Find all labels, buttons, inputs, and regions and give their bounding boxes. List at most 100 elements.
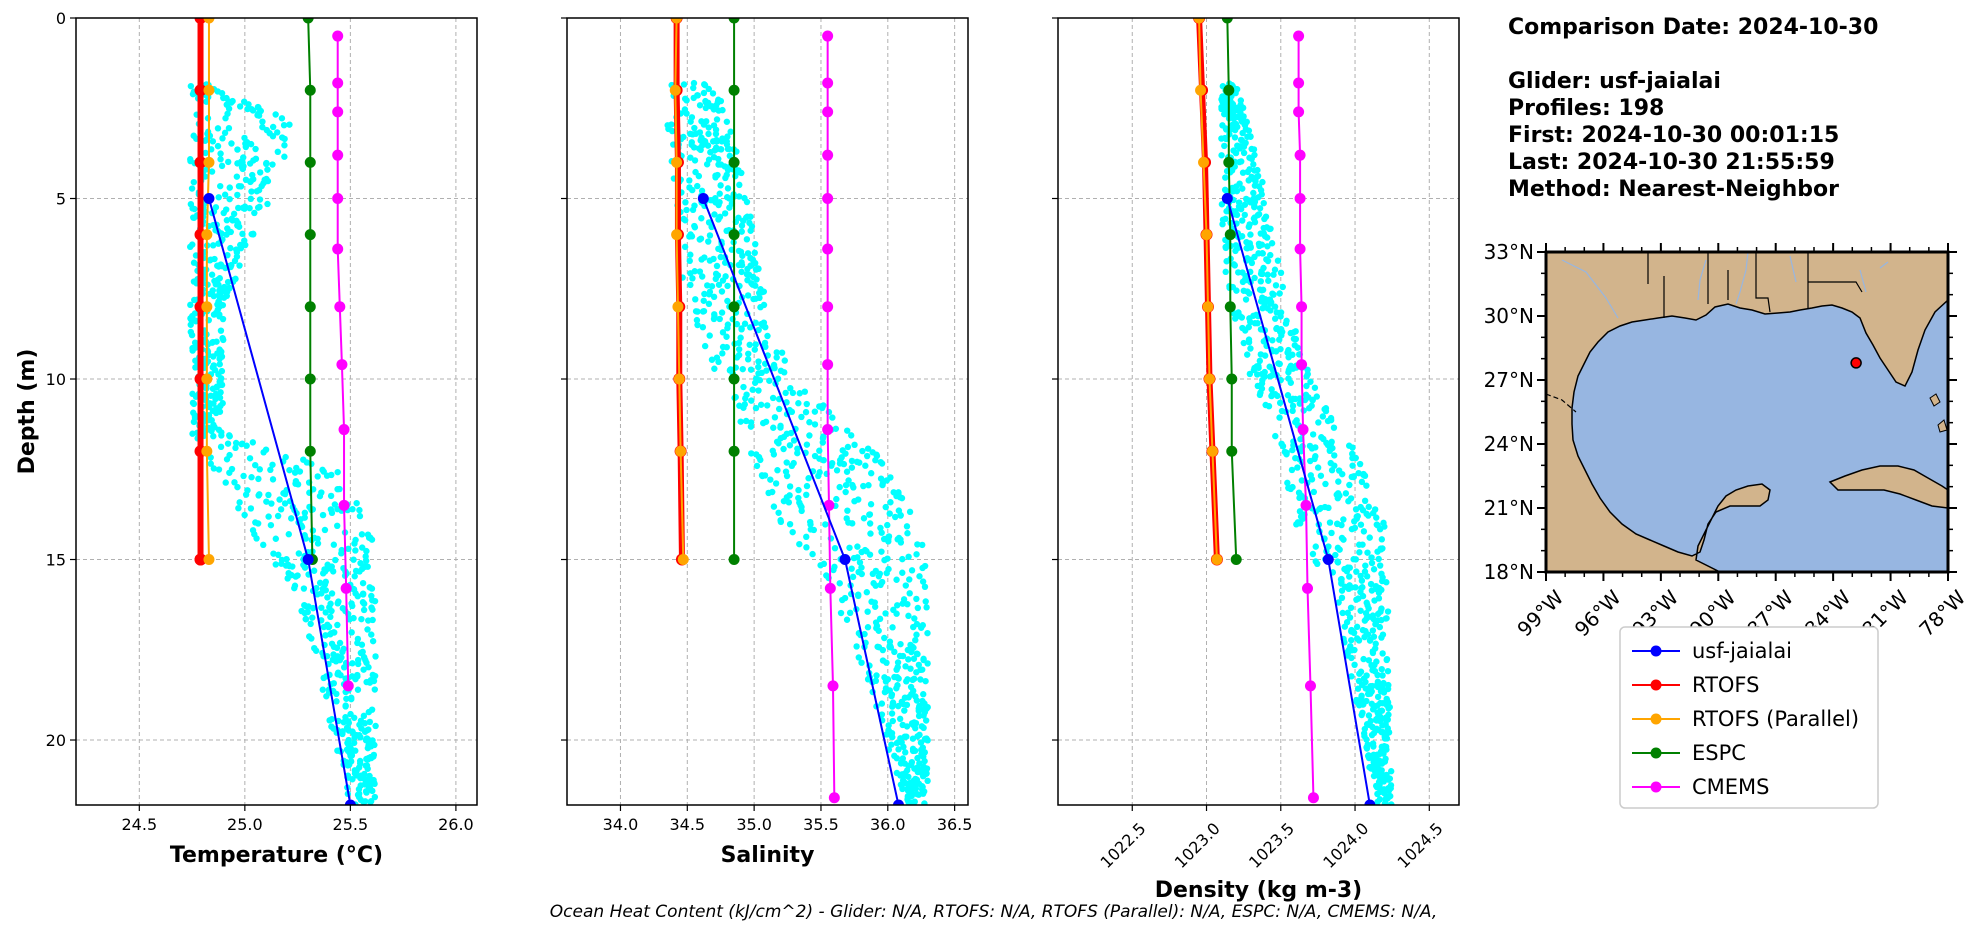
glider-scatter-point: [903, 523, 911, 530]
glider-scatter-point: [1377, 608, 1384, 615]
glider-scatter-point: [1366, 764, 1373, 771]
glider-scatter-point: [1244, 245, 1251, 252]
series-point-rtofs-parallel: [1206, 445, 1218, 457]
glider-scatter-point: [327, 506, 335, 513]
glider-scatter-point: [1245, 127, 1253, 134]
glider-scatter-point: [1379, 685, 1386, 693]
glider-scatter-point: [253, 535, 260, 542]
glider-scatter-point: [690, 79, 698, 87]
glider-scatter-point: [1362, 562, 1369, 569]
glider-scatter-point: [924, 704, 931, 711]
glider-scatter-point: [713, 116, 721, 123]
series-line-espc: [307, 18, 314, 560]
glider-scatter-point: [1346, 481, 1353, 489]
glider-scatter-point: [1358, 711, 1365, 719]
first-time: First: 2024-10-30 00:01:15: [1508, 123, 1840, 148]
glider-scatter-point: [1222, 243, 1229, 251]
glider-scatter-point: [1228, 125, 1236, 133]
glider-scatter-point: [346, 745, 353, 752]
glider-scatter-point: [905, 773, 912, 780]
glider-scatter-point: [1365, 512, 1372, 519]
glider-scatter-point: [752, 240, 759, 248]
glider-scatter-point: [795, 486, 802, 494]
glider-scatter-point: [755, 289, 763, 297]
glider-scatter-point: [691, 268, 698, 275]
glider-scatter-point: [1310, 488, 1318, 496]
glider-scatter-point: [1379, 672, 1386, 679]
y-axis-label: Depth (m): [15, 349, 40, 475]
glider-scatter-point: [361, 720, 369, 727]
y-tick-label: 0: [56, 9, 66, 28]
glider-scatter-point: [1366, 637, 1374, 644]
glider-scatter-point: [803, 482, 811, 490]
series-point-rtofs: [194, 156, 207, 169]
glider-scatter-point: [263, 498, 270, 505]
glider-scatter-point: [889, 703, 896, 710]
legend-label: RTOFS (Parallel): [1692, 707, 1859, 731]
glider-scatter-point: [756, 294, 763, 302]
glider-scatter-point: [358, 641, 366, 648]
glider-scatter-point: [326, 604, 333, 611]
glider-scatter-point: [690, 84, 697, 92]
glider-scatter-point: [264, 200, 271, 208]
glider-scatter-point: [904, 530, 911, 537]
glider-scatter-point: [691, 202, 698, 209]
glider-scatter-point: [708, 283, 716, 290]
glider-scatter-point: [1307, 457, 1314, 465]
glider-scatter-point: [866, 511, 873, 518]
glider-scatter-point: [228, 140, 235, 147]
glider-scatter-point: [900, 596, 908, 603]
glider-scatter-point: [782, 389, 789, 397]
glider-scatter-point: [189, 399, 197, 407]
glider-scatter-point: [318, 590, 325, 597]
glider-scatter-point: [735, 247, 743, 255]
glider-scatter-point: [1284, 349, 1291, 356]
glider-scatter-point: [237, 183, 245, 190]
glider-scatter-point: [918, 750, 925, 758]
glider-scatter-point: [805, 475, 812, 482]
series-point-espc: [728, 84, 740, 96]
x-tick-label: 35.0: [736, 815, 772, 834]
glider-scatter-point: [1342, 490, 1350, 497]
glider-scatter-point: [704, 282, 711, 289]
glider-scatter-point: [1339, 609, 1346, 617]
series-point-cmems: [1307, 792, 1319, 804]
glider-scatter-point: [1259, 286, 1267, 294]
glider-scatter-point: [343, 724, 351, 731]
glider-scatter-point: [885, 727, 892, 734]
glider-scatter-point: [769, 488, 776, 496]
glider-scatter-point: [1239, 217, 1246, 224]
glider-scatter-point: [241, 134, 248, 142]
glider-scatter-point: [330, 680, 337, 687]
glider-scatter-point: [1259, 376, 1266, 384]
glider-scatter-point: [1231, 134, 1239, 141]
series-point-espc: [302, 18, 314, 24]
glider-scatter-point: [226, 184, 233, 191]
glider-scatter-point: [369, 616, 376, 624]
glider-scatter-point: [187, 321, 194, 328]
glider-scatter-point: [1235, 199, 1243, 206]
glider-scatter-point: [208, 168, 216, 175]
glider-scatter-point: [1235, 107, 1242, 114]
glider-scatter-point: [272, 535, 280, 542]
glider-scatter-point: [789, 528, 796, 536]
map-lon-label: 99°W: [1512, 585, 1568, 641]
legend-marker: [1650, 747, 1662, 759]
glider-scatter-point: [724, 282, 731, 290]
glider-scatter-point: [259, 118, 266, 125]
glider-scatter-point: [301, 514, 308, 521]
glider-scatter-point: [359, 579, 367, 587]
glider-scatter-point: [1314, 464, 1322, 471]
glider-scatter-point: [775, 509, 782, 516]
glider-scatter-point: [864, 608, 871, 615]
glider-scatter-point: [1245, 223, 1252, 231]
glider-scatter-point: [367, 798, 375, 805]
glider-scatter-point: [358, 725, 365, 732]
glider-scatter-point: [207, 460, 214, 467]
glider-scatter-point: [683, 110, 690, 117]
glider-scatter-point: [806, 432, 813, 439]
glider-scatter-point: [916, 573, 923, 580]
glider-scatter-point: [217, 377, 224, 385]
glider-scatter-point: [1271, 315, 1279, 322]
glider-scatter-point: [354, 592, 361, 600]
